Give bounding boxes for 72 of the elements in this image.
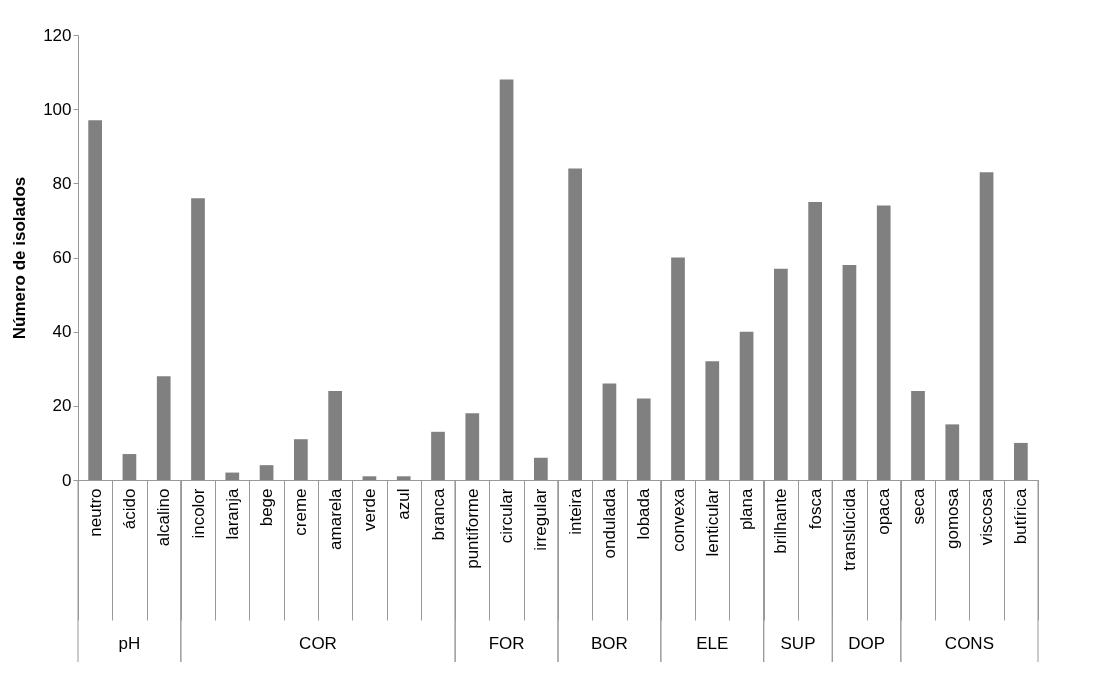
text: ELE bbox=[696, 634, 729, 653]
x-tick-label: incolor bbox=[188, 488, 208, 539]
x-tick-label: convexa bbox=[668, 487, 688, 552]
x-tick-label: puntiforme bbox=[462, 488, 482, 569]
bar bbox=[705, 361, 720, 480]
x-tick-label: fosca bbox=[805, 487, 825, 530]
bar bbox=[328, 391, 342, 480]
y-tick-label: 0 bbox=[62, 470, 72, 490]
x-tick-label: branca bbox=[428, 487, 448, 541]
x-tick-label: gomosa bbox=[942, 487, 962, 549]
x-tick-label: opaca bbox=[874, 487, 894, 535]
y-axis-title: Número de isolados bbox=[10, 176, 30, 340]
x-tick-label: irregular bbox=[531, 488, 551, 551]
x-tick-label: alcalino bbox=[154, 488, 174, 547]
bar bbox=[842, 264, 857, 480]
y-tick-label: 120 bbox=[43, 25, 72, 45]
bar bbox=[602, 383, 617, 480]
bar bbox=[876, 205, 891, 480]
bar bbox=[191, 198, 205, 480]
bar bbox=[945, 424, 960, 480]
x-tick-label: neutro bbox=[85, 488, 105, 537]
bar bbox=[225, 472, 240, 480]
text: DOP bbox=[848, 634, 885, 653]
x-tick-label: translúcida bbox=[839, 487, 859, 571]
x-tick-label: viscosa bbox=[977, 487, 997, 546]
bar bbox=[294, 439, 308, 480]
text: FOR bbox=[488, 634, 525, 653]
bar bbox=[568, 168, 582, 480]
y-tick-label: 20 bbox=[52, 396, 72, 416]
bar bbox=[534, 457, 548, 480]
bar bbox=[362, 476, 377, 480]
bar bbox=[499, 79, 514, 480]
bar bbox=[739, 331, 754, 480]
x-tick-label: verde bbox=[359, 488, 379, 532]
bar bbox=[979, 172, 994, 480]
x-tick-label: amarela bbox=[325, 487, 345, 550]
x-tick-label: ácido bbox=[119, 488, 139, 530]
bar bbox=[808, 201, 822, 480]
bar bbox=[671, 257, 685, 480]
x-tick-label: creme bbox=[291, 488, 311, 536]
text: CONS bbox=[944, 634, 994, 653]
x-tick-label: plana bbox=[737, 487, 757, 531]
y-tick-label: 100 bbox=[43, 99, 72, 119]
y-tick-label: 40 bbox=[52, 322, 72, 342]
x-tick-label: lenticular bbox=[702, 488, 722, 557]
bar bbox=[259, 465, 274, 480]
bar bbox=[156, 376, 171, 480]
text: BOR bbox=[591, 634, 628, 653]
x-tick-label: lobada bbox=[634, 487, 654, 540]
x-tick-label: bege bbox=[257, 488, 277, 527]
x-tick-label: butírica bbox=[1011, 487, 1031, 545]
x-tick-label: inteira bbox=[565, 487, 585, 535]
x-tick-label: brilhante bbox=[771, 488, 791, 554]
y-tick-label: 80 bbox=[52, 173, 72, 193]
text: pH bbox=[118, 634, 141, 653]
bar bbox=[636, 398, 651, 480]
y-tick-label: 60 bbox=[52, 248, 72, 267]
x-tick-label: ondulada bbox=[599, 487, 619, 559]
x-tick-label: seca bbox=[908, 487, 928, 525]
bar bbox=[911, 391, 925, 480]
x-tick-label: circular bbox=[497, 488, 517, 544]
x-tick-label: azul bbox=[394, 488, 414, 520]
bar bbox=[88, 120, 102, 480]
bar bbox=[431, 431, 445, 480]
text: SUP bbox=[780, 634, 816, 653]
x-tick-label: laranja bbox=[222, 487, 242, 540]
bar bbox=[122, 454, 137, 480]
bar bbox=[774, 268, 788, 480]
bar bbox=[396, 476, 411, 480]
text: COR bbox=[299, 634, 337, 653]
bar bbox=[1014, 442, 1028, 480]
bar bbox=[465, 413, 480, 480]
